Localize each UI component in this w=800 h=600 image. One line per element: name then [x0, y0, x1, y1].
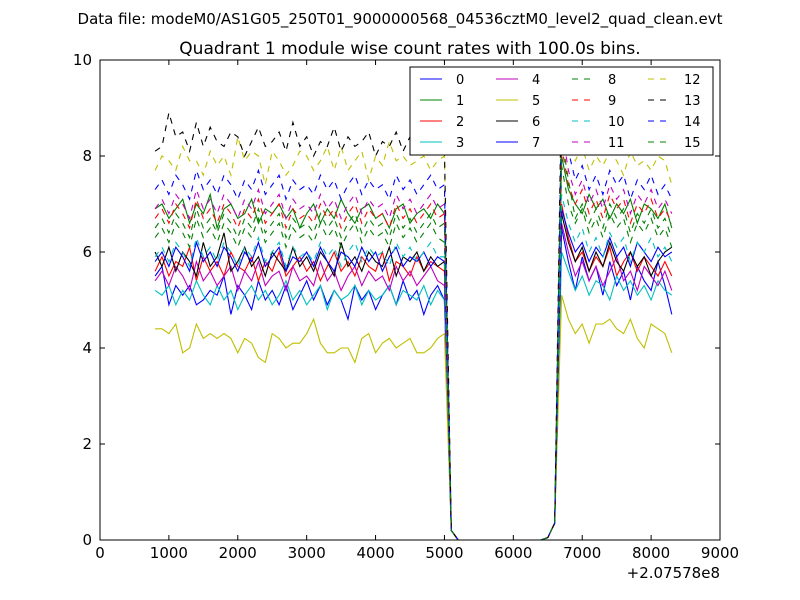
series-line-11 [154, 127, 673, 540]
y-tick-label: 0 [82, 531, 92, 549]
series-line-8 [154, 165, 673, 540]
x-tick-label: 9000 [701, 544, 739, 562]
legend-label-14: 14 [684, 115, 701, 130]
legend-label-13: 13 [684, 94, 701, 109]
series-line-2 [154, 203, 673, 540]
series-line-0 [154, 227, 673, 540]
legend-label-1: 1 [456, 94, 464, 109]
x-tick-label: 2000 [219, 544, 257, 562]
chart-title: Quadrant 1 module wise count rates with … [179, 39, 640, 59]
x-tick-label: 5000 [425, 544, 463, 562]
x-tick-label: 0 [95, 544, 105, 562]
series-line-1 [154, 155, 673, 540]
legend-label-3: 3 [456, 136, 464, 151]
x-offset-label: +2.07578e8 [627, 564, 720, 582]
legend-label-7: 7 [532, 136, 540, 151]
series-line-12 [154, 98, 673, 540]
series-line-9 [154, 146, 673, 540]
series-line-7 [154, 208, 673, 540]
x-tick-label: 1000 [150, 544, 188, 562]
y-tick-label: 4 [82, 339, 92, 357]
series-line-14 [154, 107, 673, 540]
x-tick-label: 7000 [563, 544, 601, 562]
legend-label-11: 11 [608, 136, 625, 151]
x-tick-label: 3000 [288, 544, 326, 562]
legend-label-12: 12 [684, 73, 701, 88]
series-line-3 [154, 251, 673, 540]
plot-frame [99, 59, 721, 541]
legend-label-10: 10 [608, 115, 625, 130]
y-tick-label: 2 [82, 435, 92, 453]
series-line-6 [154, 213, 673, 540]
series-line-4 [154, 223, 673, 540]
x-tick-label: 6000 [494, 544, 532, 562]
ticks-group: 0 1000 2000 3000 4000 5000 6000 7000 8000 9000 0 2 4… [73, 51, 739, 562]
plot-area: 0 1000 2000 3000 4000 5000 6000 7000 8000 9000 0 2 4… [73, 51, 739, 562]
y-tick-label: 6 [82, 243, 92, 261]
legend-label-0: 0 [456, 73, 464, 88]
series-line-5 [155, 295, 673, 540]
y-tick-label: 10 [73, 51, 92, 69]
legend-label-15: 15 [684, 136, 701, 151]
legend-label-2: 2 [456, 115, 464, 130]
legend-label-4: 4 [532, 73, 540, 88]
legend-label-6: 6 [532, 115, 540, 130]
y-tick-label: 8 [82, 147, 92, 165]
legend-label-5: 5 [532, 94, 540, 109]
chart-suptitle: Data file: modeM0/AS1G05_250T01_90000005… [78, 10, 723, 29]
x-tick-label: 4000 [356, 544, 394, 562]
legend-frame [409, 66, 714, 156]
x-tick-label: 8000 [632, 544, 670, 562]
legend-label-9: 9 [608, 94, 616, 109]
series-line-15 [154, 136, 673, 540]
series-line-10 [154, 194, 673, 540]
legend-label-8: 8 [608, 73, 616, 88]
